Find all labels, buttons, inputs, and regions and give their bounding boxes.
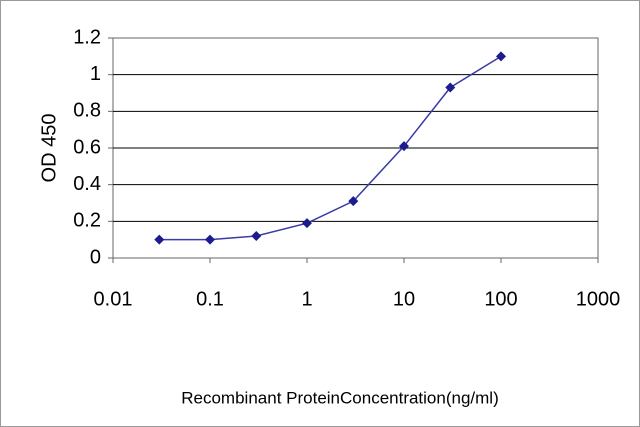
marker (445, 82, 456, 93)
marker (251, 231, 262, 241)
marker (496, 51, 506, 62)
x-tick-label: 10 (393, 288, 415, 310)
marker (154, 234, 165, 245)
series-line (159, 55, 502, 241)
y-tick-label: 0.6 (73, 136, 101, 158)
marker (399, 141, 409, 152)
y-tick-label: 0.4 (73, 173, 101, 195)
y-tick-label: 0.8 (73, 100, 101, 122)
x-tick-label: 0.1 (196, 288, 224, 310)
marker (348, 196, 359, 207)
y-axis-label: OD 450 (38, 114, 60, 183)
y-tick-label: 0.2 (73, 210, 101, 232)
x-axis-label: Recombinant ProteinConcentration(ng/ml) (181, 388, 499, 407)
y-tick-label: 1.2 (73, 26, 101, 48)
y-tick-label: 0 (90, 246, 101, 268)
marker (302, 218, 312, 229)
marker (205, 234, 215, 245)
x-tick-label: 1000 (576, 288, 621, 310)
y-tick-label: 1 (90, 63, 101, 85)
x-tick-label: 0.01 (94, 288, 133, 310)
x-tick-label: 1 (301, 288, 312, 310)
x-tick-label: 100 (484, 288, 517, 310)
